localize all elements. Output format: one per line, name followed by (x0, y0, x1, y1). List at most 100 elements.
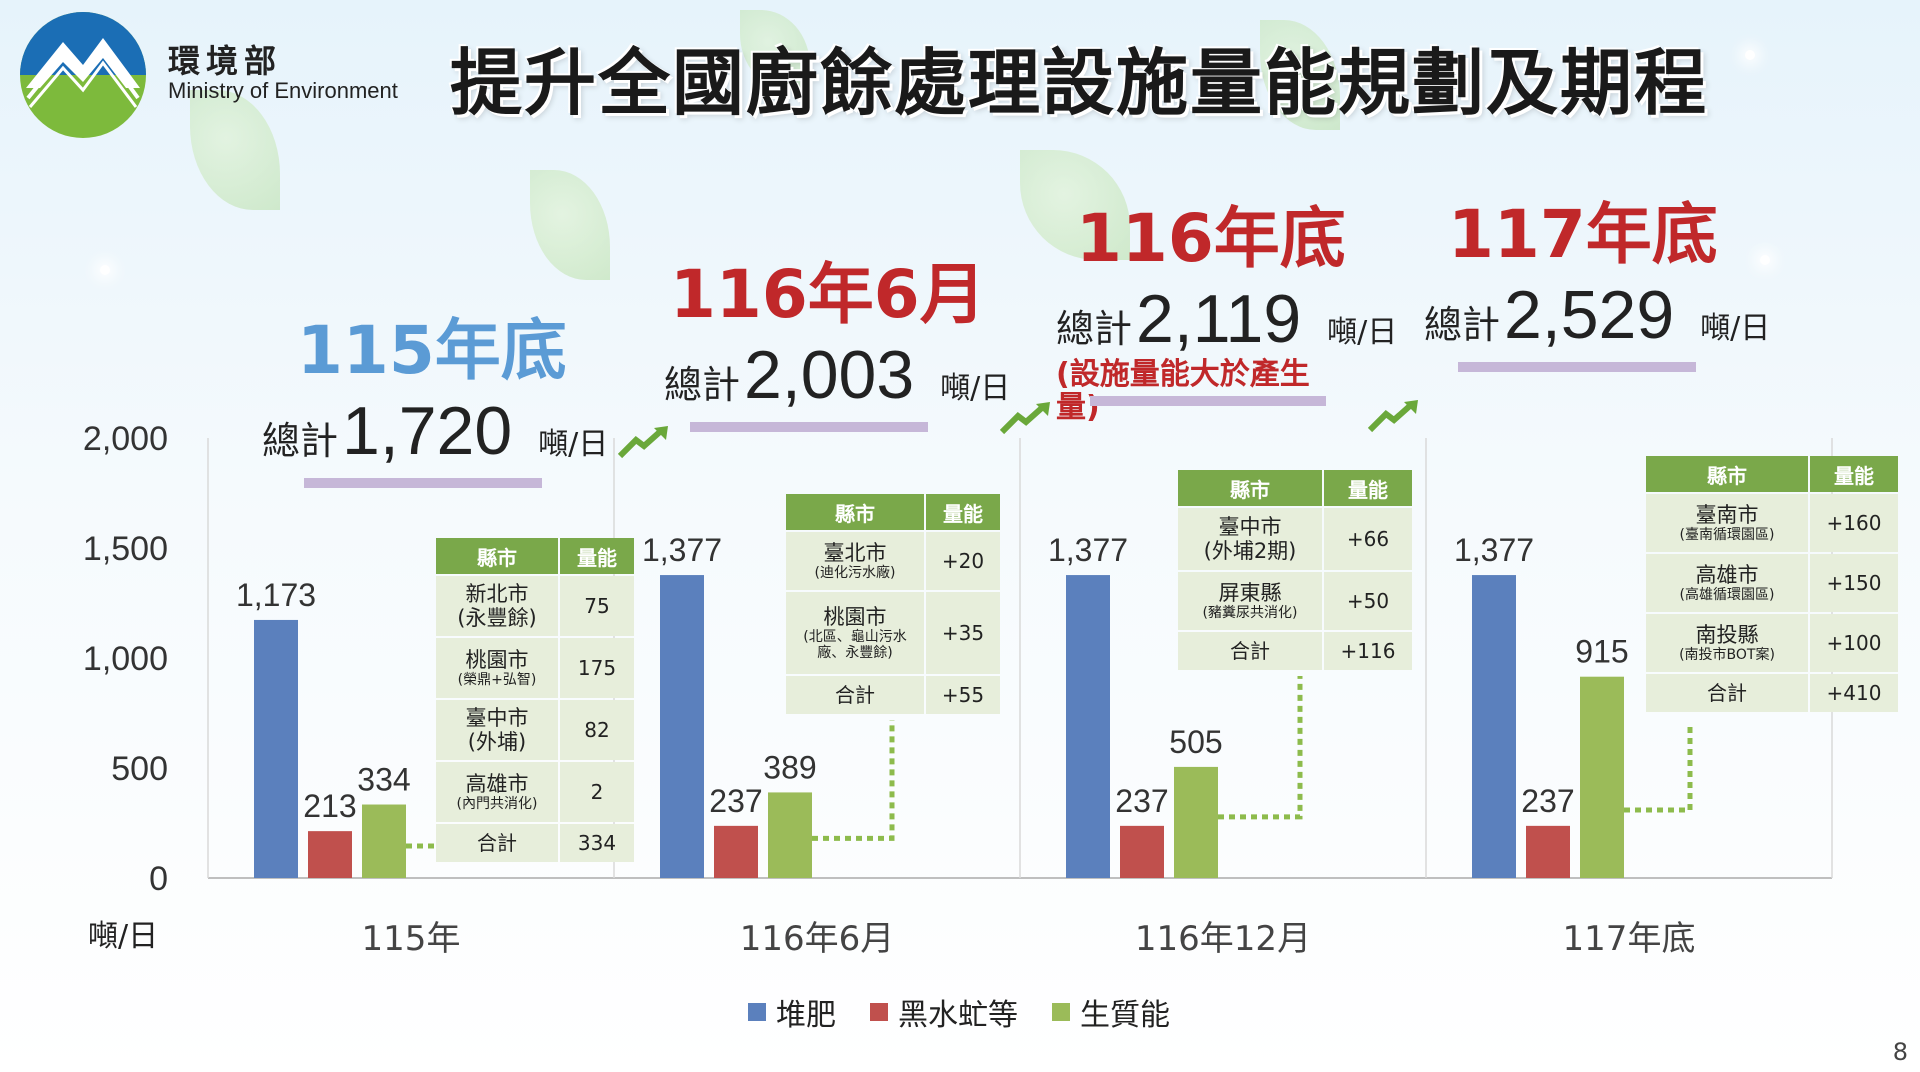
county-detail: (榮鼎+弘智) (457, 672, 537, 689)
col-header-capacity: 量能 (1810, 456, 1898, 492)
county-name: 臺南市 (1695, 502, 1759, 527)
table-row: 臺南市 (臺南循環園區) +160 (1646, 494, 1898, 552)
county-detail: (南投市BOT案) (1679, 647, 1775, 664)
annotation-115: 115年底 總計1,720 噸/日 (262, 318, 608, 488)
legend-label: 黑水虻等 (898, 998, 1018, 1033)
total-unit: 噸/日 (940, 371, 1011, 406)
bar-1-2 (1120, 825, 1164, 878)
county-detail: (迪化污水廠) (814, 565, 896, 582)
total-label: 合計 (436, 824, 558, 862)
county-name: 臺中市 (465, 705, 529, 730)
bar-value-label: 1,377 (642, 532, 722, 568)
category-label: 116年12月 (1135, 919, 1311, 959)
category-label: 116年6月 (740, 919, 895, 959)
table-total-row: 合計 +116 (1178, 632, 1412, 670)
county-name: 屏東縣 (1218, 580, 1282, 605)
total-label: 合計 (786, 676, 924, 714)
total-label: 合計 (1646, 674, 1808, 712)
y-tick-label: 2,000 (83, 420, 168, 458)
total-unit: 噸/日 (1700, 311, 1771, 346)
capacity-value: 2 (560, 762, 634, 822)
table-row: 臺中市 (外埔2期) +66 (1178, 508, 1412, 570)
total-prefix: 總計 (1424, 303, 1501, 347)
total-value: +410 (1810, 674, 1898, 712)
county-name: 臺北市 (823, 540, 887, 565)
county-name: 桃園市 (465, 647, 529, 672)
legend-swatch (1052, 1003, 1070, 1021)
chart-legend: 堆肥 黑水虻等 生質能 (748, 990, 1170, 1034)
total-unit: 噸/日 (538, 427, 609, 462)
total-prefix: 總計 (262, 419, 339, 463)
connector-line (1624, 722, 1693, 813)
table-row: 南投縣 (南投市BOT案) +100 (1646, 614, 1898, 672)
col-header-county: 縣市 (1646, 456, 1808, 492)
page-number: 8 (1892, 1038, 1908, 1066)
table-total-row: 合計 +55 (786, 676, 1000, 714)
bar-value-label: 1,377 (1454, 532, 1534, 568)
period-label: 116年底 (1076, 200, 1346, 277)
bar-1-1 (714, 825, 758, 878)
table-row: 屏東縣 (豬糞尿共消化) +50 (1178, 572, 1412, 630)
category-label: 117年底 (1563, 919, 1696, 959)
underline (304, 478, 542, 488)
legend-item-compost: 堆肥 (748, 990, 836, 1034)
annotation-116-6: 116年6月 總計2,003 噸/日 (664, 262, 1010, 432)
capacity-value: +50 (1324, 572, 1412, 630)
bar-0-3 (1472, 575, 1516, 878)
table-total-row: 合計 334 (436, 824, 634, 862)
bar-1-0 (308, 831, 352, 878)
total-line: 總計1,720 噸/日 (262, 392, 608, 470)
bar-2-3 (1580, 676, 1624, 878)
county-detail: (外埔2期) (1203, 539, 1297, 563)
period-label: 117年底 (1448, 196, 1718, 273)
growth-arrow-icon (1000, 402, 1050, 435)
capacity-value: +160 (1810, 494, 1898, 552)
annotation-117: 117年底 總計2,529 噸/日 (1424, 202, 1770, 372)
col-header-capacity: 量能 (926, 494, 1000, 530)
org-name-en: Ministry of Environment (168, 78, 398, 103)
table-row: 新北市 (永豐餘) 75 (436, 576, 634, 636)
sparkle (1760, 255, 1770, 265)
capacity-value: +35 (926, 592, 1000, 674)
total-line: 總計2,529 噸/日 (1424, 276, 1770, 354)
org-name-zh: 環境部 (168, 42, 283, 80)
col-header-county: 縣市 (436, 538, 558, 574)
period-label: 115年底 (297, 312, 567, 389)
bar-0-2 (1066, 575, 1110, 878)
bar-value-label: 1,173 (236, 577, 316, 613)
bar-value-label: 1,377 (1048, 532, 1128, 568)
legend-label: 生質能 (1080, 998, 1170, 1033)
y-tick-label: 1,500 (83, 530, 168, 568)
ministry-logo (20, 12, 146, 138)
county-detail: (臺南循環園區) (1679, 527, 1775, 544)
col-header-capacity: 量能 (560, 538, 634, 574)
county-detail: (高雄循環園區) (1679, 587, 1775, 604)
county-detail: (豬糞尿共消化) (1202, 605, 1298, 622)
table-row: 臺中市 (外埔) 82 (436, 700, 634, 760)
bar-value-label: 237 (709, 783, 762, 819)
bar-2-0 (362, 804, 406, 878)
county-name: 高雄市 (465, 771, 529, 796)
total-value: 2,003 (744, 337, 915, 413)
connector-line (812, 720, 895, 841)
bar-2-1 (768, 792, 812, 878)
table-row: 高雄市 (高雄循環園區) +150 (1646, 554, 1898, 612)
total-prefix: 總計 (1056, 307, 1133, 351)
underline (1090, 396, 1326, 406)
underline (690, 422, 928, 432)
period-label: 116年6月 (670, 256, 986, 333)
capacity-table-117: 縣市 量能 臺南市 (臺南循環園區) +160 高雄市 (高雄循環園區) +150 南投縣… (1644, 454, 1900, 714)
bar-value-label: 334 (357, 762, 410, 798)
category-label: 115年 (362, 919, 461, 959)
bar-value-label: 389 (763, 749, 816, 785)
sparkle (100, 265, 110, 275)
connector-line (1218, 676, 1303, 820)
total-value: 2,529 (1504, 277, 1675, 353)
capacity-table-116-6: 縣市 量能 臺北市 (迪化污水廠) +20 桃園市 (北區、龜山污水廠、永豐餘) +35 … (784, 492, 1002, 716)
county-detail: (北區、龜山污水廠、永豐餘) (803, 628, 907, 662)
capacity-value: +150 (1810, 554, 1898, 612)
total-label: 合計 (1178, 632, 1322, 670)
total-unit: 噸/日 (1327, 315, 1398, 350)
bar-0-1 (660, 575, 704, 878)
